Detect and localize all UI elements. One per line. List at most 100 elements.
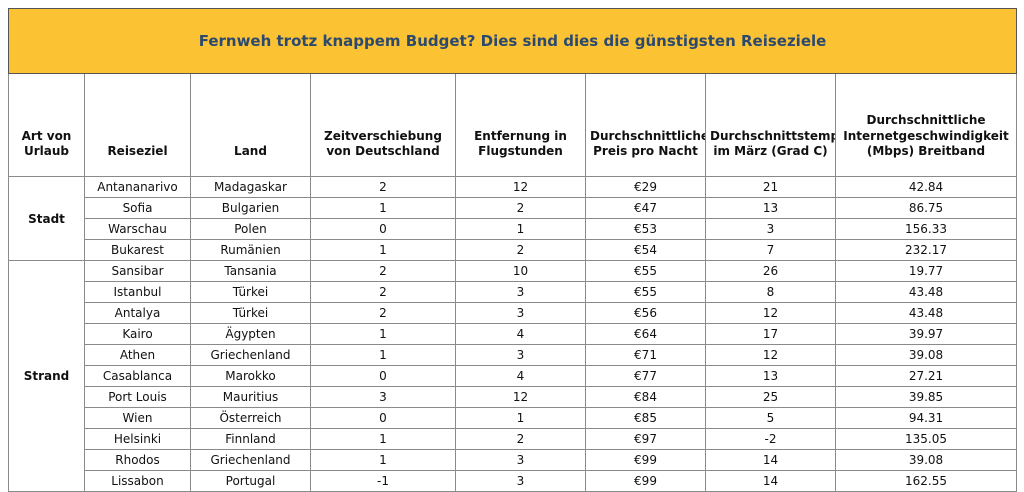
cell: Sansibar — [84, 260, 191, 282]
cell: 0 — [310, 218, 456, 240]
price-table: Fernweh trotz knappem Budget? Dies sind … — [8, 8, 1017, 492]
cell: 1 — [455, 407, 586, 429]
title-row: Fernweh trotz knappem Budget? Dies sind … — [8, 8, 1017, 74]
cell: 162.55 — [835, 470, 1017, 492]
cell: 2 — [310, 302, 456, 324]
data-row: Athen Griechenland 1 3 €71 12 39.08 — [9, 344, 1017, 366]
cell: 3 — [455, 449, 586, 471]
cell: 27.21 — [835, 365, 1017, 387]
cell: 39.08 — [835, 449, 1017, 471]
cell: Griechenland — [190, 449, 311, 471]
data-row: Casablanca Marokko 0 4 €77 13 27.21 — [9, 365, 1017, 387]
cell: 1 — [310, 428, 456, 450]
cell: 2 — [310, 176, 456, 198]
cell: 2 — [455, 197, 586, 219]
cell: Mauritius — [190, 386, 311, 408]
cell: €97 — [585, 428, 706, 450]
cell: €47 — [585, 197, 706, 219]
cell: Tansania — [190, 260, 311, 282]
cell: -2 — [705, 428, 836, 450]
cell: 0 — [310, 365, 456, 387]
data-row: Lissabon Portugal -1 3 €99 14 162.55 — [9, 470, 1017, 492]
cell: Sofia — [84, 197, 191, 219]
cell: Casablanca — [84, 365, 191, 387]
cell: Portugal — [190, 470, 311, 492]
cell: 3 — [705, 218, 836, 240]
cell: Athen — [84, 344, 191, 366]
cell: -1 — [310, 470, 456, 492]
data-row: Stadt Antananarivo Madagaskar 2 12 €29 21 42.84 — [8, 176, 1017, 261]
cell: Antalya — [84, 302, 191, 324]
table-title: Fernweh trotz knappem Budget? Dies sind … — [8, 8, 1017, 74]
cell: 3 — [310, 386, 456, 408]
column-header: Zeitverschiebung von Deutschland — [310, 73, 456, 177]
cell: €55 — [585, 260, 706, 282]
cell: Helsinki — [84, 428, 191, 450]
cell: 3 — [455, 344, 586, 366]
cell: 3 — [455, 302, 586, 324]
cell: 26 — [705, 260, 836, 282]
cell: 5 — [705, 407, 836, 429]
cell: 4 — [455, 365, 586, 387]
cell: 39.08 — [835, 344, 1017, 366]
cell: €56 — [585, 302, 706, 324]
cell: Finnland — [190, 428, 311, 450]
cell: 1 — [455, 218, 586, 240]
data-row: Bukarest Rumänien 1 2 €54 7 232.17 — [9, 239, 1017, 261]
cell: €85 — [585, 407, 706, 429]
column-header: Reiseziel — [84, 73, 191, 177]
cell: 0 — [310, 407, 456, 429]
column-header: Durchschnittlicher Preis pro Nacht — [585, 73, 706, 177]
cell: €53 — [585, 218, 706, 240]
cell: 43.48 — [835, 302, 1017, 324]
cell: €99 — [585, 470, 706, 492]
group-label: Strand — [8, 260, 85, 492]
data-row: Wien Österreich 0 1 €85 5 94.31 — [9, 407, 1017, 429]
cell: Türkei — [190, 281, 311, 303]
cell: Bulgarien — [190, 197, 311, 219]
cell: Madagaskar — [190, 176, 311, 198]
data-row: Istanbul Türkei 2 3 €55 8 43.48 — [9, 281, 1017, 303]
data-row: Helsinki Finnland 1 2 €97 -2 135.05 — [9, 428, 1017, 450]
column-header: Durchschnittliche Internetgeschwindigkei… — [835, 73, 1017, 177]
column-header: Durchschnittstemparatur im März (Grad C) — [705, 73, 836, 177]
cell: Antananarivo — [84, 176, 191, 198]
cell: Wien — [84, 407, 191, 429]
cell: €55 — [585, 281, 706, 303]
data-row: Rhodos Griechenland 1 3 €99 14 39.08 — [9, 449, 1017, 471]
cell: 8 — [705, 281, 836, 303]
cell: Türkei — [190, 302, 311, 324]
cell: 42.84 — [835, 176, 1017, 198]
cell: Rhodos — [84, 449, 191, 471]
cell: 2 — [310, 260, 456, 282]
data-row: Port Louis Mauritius 3 12 €84 25 39.85 — [9, 386, 1017, 408]
cell: 86.75 — [835, 197, 1017, 219]
cell: Polen — [190, 218, 311, 240]
cell: Rumänien — [190, 239, 311, 261]
cell: 14 — [705, 449, 836, 471]
data-row: Warschau Polen 0 1 €53 3 156.33 — [9, 218, 1017, 240]
data-row: Strand Sansibar Tansania 2 10 €55 26 19.77 — [8, 260, 1017, 492]
data-row: Kairo Ägypten 1 4 €64 17 39.97 — [9, 323, 1017, 345]
cell: 3 — [455, 470, 586, 492]
column-header: Art von Urlaub — [8, 73, 85, 177]
data-row: Antalya Türkei 2 3 €56 12 43.48 — [9, 302, 1017, 324]
cell: 2 — [455, 428, 586, 450]
cell: Ägypten — [190, 323, 311, 345]
column-header: Entfernung in Flugstunden — [455, 73, 586, 177]
cell: Griechenland — [190, 344, 311, 366]
cell: 12 — [705, 344, 836, 366]
cell: €29 — [585, 176, 706, 198]
cell: 12 — [455, 176, 586, 198]
cell: €54 — [585, 239, 706, 261]
cell: Österreich — [190, 407, 311, 429]
table-body: Stadt Antananarivo Madagaskar 2 12 €29 21 42.84… — [8, 176, 1017, 492]
cell: 4 — [455, 323, 586, 345]
column-header: Land — [190, 73, 311, 177]
cell: Marokko — [190, 365, 311, 387]
cell: 39.85 — [835, 386, 1017, 408]
cell: Kairo — [84, 323, 191, 345]
cell: 10 — [455, 260, 586, 282]
cell: Bukarest — [84, 239, 191, 261]
cell: 1 — [310, 323, 456, 345]
